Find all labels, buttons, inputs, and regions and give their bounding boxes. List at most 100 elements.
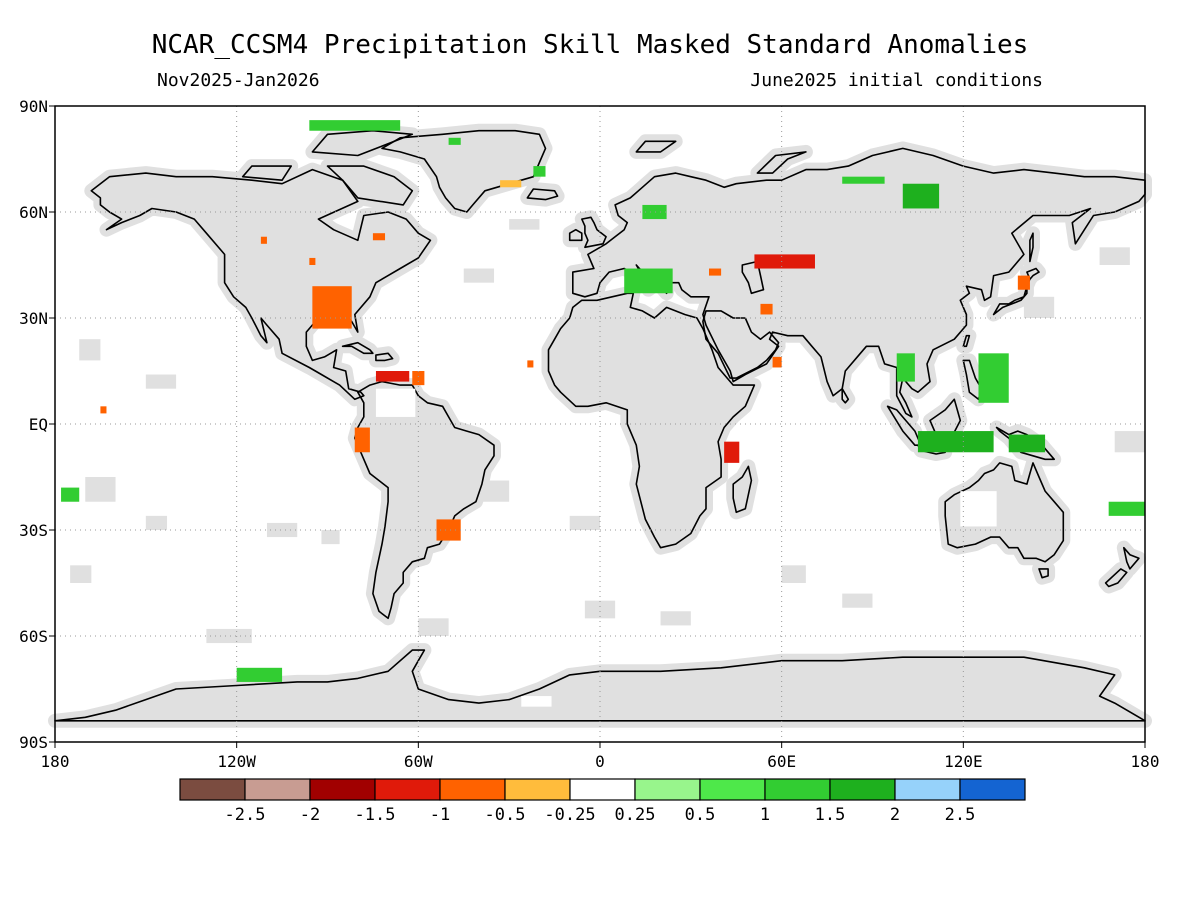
iceland-coastline bbox=[526, 188, 559, 201]
x-tick-label: 120W bbox=[217, 752, 256, 771]
australia-coastline bbox=[944, 462, 1065, 563]
y-tick-label: 30S bbox=[19, 521, 48, 540]
colorbar-swatch bbox=[894, 778, 961, 801]
y-tick-label: 90N bbox=[19, 97, 48, 116]
anomaly-cell bbox=[375, 371, 410, 382]
anomaly-cell bbox=[624, 268, 673, 294]
baffin-island-coastline bbox=[326, 165, 414, 206]
anomaly-cell bbox=[61, 487, 80, 502]
new-guinea-coastline bbox=[995, 426, 1055, 461]
anomaly-cell bbox=[760, 303, 773, 315]
anomaly-cell bbox=[533, 166, 546, 177]
svalbard-coastline bbox=[635, 140, 677, 153]
colorbar-swatch bbox=[959, 778, 1026, 801]
anomaly-cell bbox=[1017, 275, 1030, 290]
x-tick-label: 180 bbox=[41, 752, 70, 771]
anomaly-cell bbox=[436, 519, 461, 541]
japan-coastline bbox=[992, 267, 1040, 316]
anomaly-cell bbox=[1108, 501, 1145, 516]
madagascar-mask bbox=[726, 459, 759, 520]
colorbar-swatch bbox=[699, 778, 766, 801]
masked-ocean-block bbox=[145, 515, 168, 530]
anomaly-cell bbox=[312, 286, 352, 329]
colorbar-swatch bbox=[374, 778, 441, 801]
anomaly-cell bbox=[260, 236, 267, 244]
colorbar-label: 1.5 bbox=[815, 805, 846, 825]
anomaly-layer bbox=[61, 120, 1145, 707]
colorbar-swatch bbox=[309, 778, 376, 801]
anomaly-cell bbox=[896, 353, 915, 382]
colorbar-label: 2 bbox=[890, 805, 900, 825]
colorbar-label: -1 bbox=[430, 805, 450, 825]
anomaly-cell bbox=[372, 233, 386, 241]
masked-ocean-block bbox=[660, 611, 691, 626]
africa-coastline bbox=[547, 292, 756, 549]
anomaly-cell bbox=[375, 388, 416, 417]
anomaly-cell bbox=[100, 406, 107, 414]
map-panel: 180 120W 60W 0 60E 120E 180 90N60N30NEQ30S60S9… bbox=[19, 97, 1159, 771]
x-tick-label: 0 bbox=[595, 752, 605, 771]
north-america-coastline bbox=[90, 168, 432, 401]
svalbard-mask bbox=[629, 134, 683, 159]
masked-ocean-block bbox=[79, 339, 101, 361]
colorbar-label: 0.25 bbox=[615, 805, 656, 825]
masked-ocean-block bbox=[85, 477, 116, 502]
masked-ocean-block bbox=[509, 219, 540, 230]
antarctica-coastline bbox=[54, 649, 1146, 722]
subtitle-initial-conditions: June2025 initial conditions bbox=[750, 70, 1043, 91]
anomaly-cell bbox=[309, 257, 316, 265]
sakhalin-coastline bbox=[1029, 232, 1034, 263]
ireland-coastline bbox=[568, 228, 583, 242]
gridlines bbox=[55, 106, 1145, 742]
colorbar-swatch bbox=[244, 778, 311, 801]
masked-ocean-block bbox=[463, 268, 495, 283]
colorbar-swatch bbox=[179, 778, 246, 801]
victoria-island-coastline bbox=[241, 165, 293, 181]
anomaly-cell bbox=[978, 353, 1009, 403]
anomaly-cell bbox=[902, 183, 940, 209]
anomaly-cell bbox=[709, 268, 722, 276]
sri-lanka-coastline bbox=[841, 387, 850, 404]
colorbar-label: -0.5 bbox=[485, 805, 526, 825]
novaya-zemlya-coastline bbox=[756, 151, 807, 174]
anomaly-cell bbox=[412, 371, 425, 386]
x-tick-label: 120E bbox=[944, 752, 983, 771]
anomaly-cell bbox=[754, 254, 815, 269]
colorbar-swatch bbox=[504, 778, 571, 801]
colorbar-label: 0.5 bbox=[685, 805, 716, 825]
madagascar-coastline bbox=[732, 465, 753, 514]
colorbar-swatch bbox=[569, 778, 636, 801]
y-tick-label: 60S bbox=[19, 627, 48, 646]
anomaly-cell bbox=[236, 667, 283, 682]
masked-ocean-block bbox=[145, 374, 177, 389]
anomaly-cell bbox=[448, 137, 461, 145]
anomaly-cell bbox=[842, 176, 885, 184]
masked-ocean-block bbox=[584, 600, 616, 619]
anomaly-cell bbox=[527, 360, 534, 368]
new-zealand-south-coastline bbox=[1104, 568, 1128, 588]
anomaly-cell bbox=[917, 431, 994, 453]
anomaly-cell bbox=[500, 180, 522, 188]
colorbar-swatch bbox=[764, 778, 831, 801]
colorbar-label: -2.5 bbox=[225, 805, 266, 825]
cuba-coastline bbox=[341, 341, 374, 355]
masked-ocean-block bbox=[1023, 296, 1055, 318]
y-axis-ticks: 90N 60N 30N EQ 30S 60S 90S bbox=[19, 97, 55, 752]
masked-ocean-block bbox=[781, 565, 806, 583]
taiwan-coastline bbox=[962, 334, 971, 348]
masked-ocean-block bbox=[478, 480, 510, 502]
masked-ocean-block bbox=[321, 530, 340, 545]
anomaly-cell bbox=[642, 204, 667, 220]
new-zealand-north-coastline bbox=[1123, 546, 1140, 570]
subtitle-period: Nov2025-Jan2026 bbox=[157, 70, 320, 91]
anomaly-cell bbox=[960, 491, 997, 527]
eurasia-coastline bbox=[571, 147, 1146, 418]
y-tick-label: 60N bbox=[19, 203, 48, 222]
x-tick-label: 180 bbox=[1131, 752, 1160, 771]
masked-ocean-block bbox=[569, 515, 600, 530]
masked-ocean-block bbox=[842, 593, 873, 608]
anomaly-cell bbox=[724, 441, 740, 463]
masked-ocean-block bbox=[70, 565, 92, 583]
x-tick-label: 60E bbox=[767, 752, 796, 771]
tasmania-coastline bbox=[1038, 568, 1049, 579]
